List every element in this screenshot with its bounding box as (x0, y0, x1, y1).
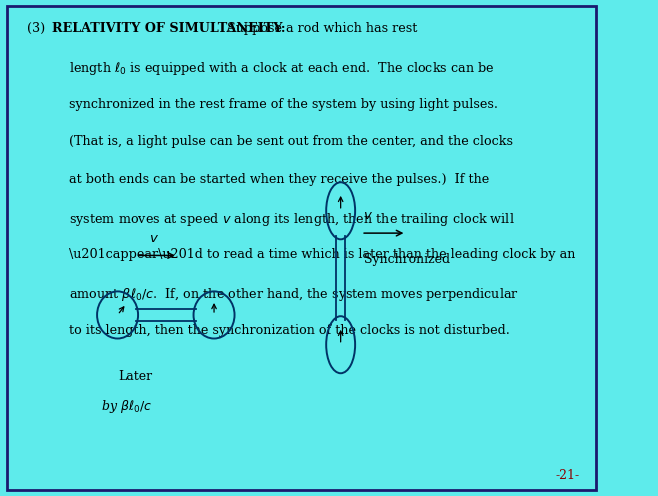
Text: RELATIVITY OF SIMULTANEITY:: RELATIVITY OF SIMULTANEITY: (53, 22, 286, 35)
Text: -21-: -21- (556, 469, 580, 482)
Text: synchronized in the rest frame of the system by using light pulses.: synchronized in the rest frame of the sy… (69, 98, 498, 111)
Text: system moves at speed $v$ along its length, then the trailing clock will: system moves at speed $v$ along its leng… (69, 211, 515, 228)
Text: length $\ell_0$ is equipped with a clock at each end.  The clocks can be: length $\ell_0$ is equipped with a clock… (69, 60, 495, 77)
Text: (3): (3) (27, 22, 53, 35)
Text: by $\beta\ell_0/c$: by $\beta\ell_0/c$ (101, 398, 152, 415)
Text: $v$: $v$ (149, 232, 159, 245)
Text: at both ends can be started when they receive the pulses.)  If the: at both ends can be started when they re… (69, 173, 490, 186)
Text: (That is, a light pulse can be sent out from the center, and the clocks: (That is, a light pulse can be sent out … (69, 135, 513, 148)
Text: to its length, then the synchronization of the clocks is not disturbed.: to its length, then the synchronization … (69, 324, 510, 337)
Text: \u201cappear\u201d to read a time which is later than the leading clock by an: \u201cappear\u201d to read a time which … (69, 248, 576, 261)
Text: amount $\beta\ell_0/c$.  If, on the other hand, the system moves perpendicular: amount $\beta\ell_0/c$. If, on the other… (69, 286, 519, 303)
Text: Suppose a rod which has rest: Suppose a rod which has rest (223, 22, 417, 35)
Text: $v$: $v$ (363, 209, 373, 222)
Text: Synchronized: Synchronized (364, 253, 450, 266)
Text: Later: Later (118, 370, 153, 382)
